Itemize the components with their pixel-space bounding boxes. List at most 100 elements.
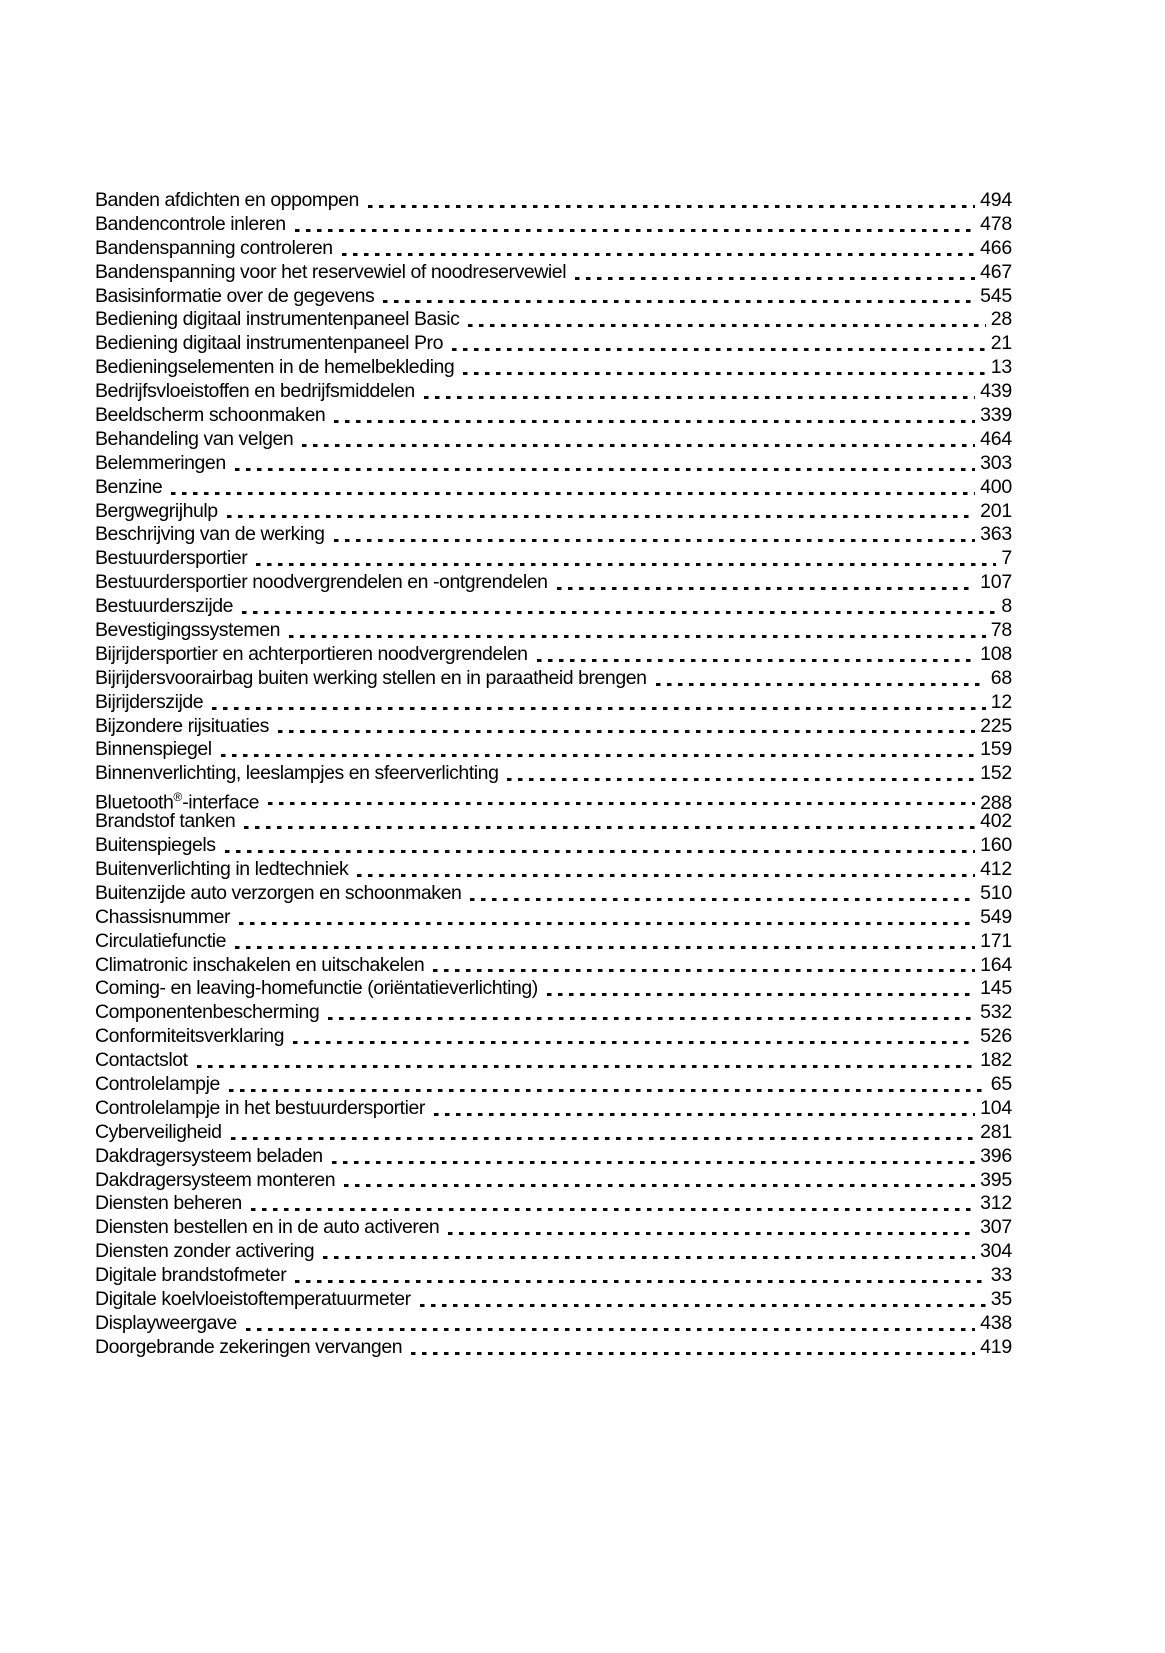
toc-row[interactable]: Contactslot 182 [95, 1049, 1012, 1073]
toc-row[interactable]: Bedrijfsvloeistoffen en bedrijfsmiddelen… [95, 380, 1012, 404]
toc-row[interactable]: Chassisnummer 549 [95, 906, 1012, 930]
toc-row[interactable]: Dakdragersysteem monteren 395 [95, 1169, 1012, 1193]
toc-row[interactable]: Buitenverlichting in ledtechniek 412 [95, 858, 1012, 882]
dot-leader [277, 730, 976, 734]
toc-entry-page-number: 68 [990, 666, 1012, 689]
toc-entry-page-number: 478 [980, 212, 1012, 235]
toc-row[interactable]: Bluetooth®-interface 288 [95, 786, 1012, 814]
dot-leader [333, 539, 976, 543]
toc-row[interactable]: Bijrijderszijde 12 [95, 691, 1012, 715]
toc-entry-label: Diensten zonder activering [95, 1240, 315, 1263]
dot-leader [323, 1256, 976, 1260]
dot-leader [463, 372, 986, 376]
dot-leader [226, 515, 976, 519]
toc-row[interactable]: Coming- en leaving-homefunctie (oriëntat… [95, 977, 1012, 1001]
toc-entry-label: Bestuurdersportier [95, 547, 248, 570]
toc-entry-page-number: 104 [980, 1096, 1012, 1119]
dot-leader [212, 706, 986, 710]
toc-row[interactable]: Bijzondere rijsituaties 225 [95, 715, 1012, 739]
toc-row[interactable]: Controlelampje in het bestuurdersportier… [95, 1097, 1012, 1121]
toc-entry-page-number: 107 [980, 571, 1012, 594]
toc-entry-page-number: 288 [980, 791, 1012, 814]
toc-row[interactable]: Binnenspiegel 159 [95, 738, 1012, 762]
dot-leader [268, 802, 976, 806]
toc-row[interactable]: Bandenspanning controleren 466 [95, 237, 1012, 261]
toc-entry-page-number: 171 [980, 929, 1012, 952]
toc-row[interactable]: Displayweergave 438 [95, 1312, 1012, 1336]
toc-entry-label: Controlelampje [95, 1072, 220, 1095]
toc-row[interactable]: Controlelampje 65 [95, 1073, 1012, 1097]
toc-row[interactable]: Digitale brandstofmeter 33 [95, 1264, 1012, 1288]
toc-row[interactable]: Binnenverlichting, leeslampjes en sfeerv… [95, 762, 1012, 786]
toc-row[interactable]: Bijrijdersportier en achterportieren noo… [95, 643, 1012, 667]
toc-entry-page-number: 8 [1001, 595, 1012, 618]
toc-entry-label: Chassisnummer [95, 905, 231, 928]
dot-leader [293, 1041, 976, 1045]
toc-row[interactable]: Brandstof tanken 402 [95, 810, 1012, 834]
toc-row[interactable]: Behandeling van velgen 464 [95, 428, 1012, 452]
toc-row[interactable]: Basisinformatie over de gegevens 545 [95, 285, 1012, 309]
toc-entry-page-number: 281 [980, 1120, 1012, 1143]
registered-trademark-symbol: ® [173, 790, 183, 805]
toc-entry-page-number: 35 [990, 1287, 1012, 1310]
toc-entry-page-number: 159 [980, 738, 1012, 761]
toc-entry-label: Climatronic inschakelen en uitschakelen [95, 953, 425, 976]
dot-leader [294, 228, 976, 232]
toc-row[interactable]: Climatronic inschakelen en uitschakelen 1… [95, 954, 1012, 978]
dot-leader [289, 634, 986, 638]
toc-row[interactable]: Bedieningselementen in de hemelbekleding… [95, 356, 1012, 380]
toc-row[interactable]: Beeldscherm schoonmaken 339 [95, 404, 1012, 428]
toc-row[interactable]: Buitenzijde auto verzorgen en schoonmake… [95, 882, 1012, 906]
toc-row[interactable]: Benzine 400 [95, 476, 1012, 500]
toc-entry-label: Brandstof tanken [95, 810, 236, 833]
toc-row[interactable]: Bediening digitaal instrumentenpaneel Pr… [95, 332, 1012, 356]
toc-row[interactable]: Bestuurdersportier noodvergrendelen en -… [95, 571, 1012, 595]
toc-row[interactable]: Diensten bestellen en in de auto activer… [95, 1216, 1012, 1240]
toc-entry-page-number: 13 [990, 356, 1012, 379]
toc-row[interactable]: Diensten beheren 312 [95, 1192, 1012, 1216]
toc-row[interactable]: Banden afdichten en oppompen 494 [95, 189, 1012, 213]
toc-row[interactable]: Beschrijving van de werking 363 [95, 523, 1012, 547]
toc-row[interactable]: Doorgebrande zekeringen vervangen 419 [95, 1336, 1012, 1360]
toc-entry-page-number: 307 [980, 1216, 1012, 1239]
toc-entry-label: Buitenspiegels [95, 834, 216, 857]
toc-row[interactable]: Bandenspanning voor het reservewiel of n… [95, 261, 1012, 285]
toc-entry-label: Diensten beheren [95, 1192, 242, 1215]
toc-row[interactable]: Bevestigingssystemen 78 [95, 619, 1012, 643]
dot-leader [536, 658, 976, 662]
toc-row[interactable]: Dakdragersysteem beladen 396 [95, 1145, 1012, 1169]
toc-row[interactable]: Bediening digitaal instrumentenpaneel Ba… [95, 308, 1012, 332]
toc-entry-label: Digitale koelvloeistoftemperatuurmeter [95, 1287, 411, 1310]
toc-row[interactable]: Cyberveiligheid 281 [95, 1121, 1012, 1145]
toc-entry-label: Dakdragersysteem monteren [95, 1168, 336, 1191]
toc-entry-page-number: 532 [980, 1001, 1012, 1024]
toc-row[interactable]: Bestuurderszijde 8 [95, 595, 1012, 619]
toc-row[interactable]: Digitale koelvloeistoftemperatuurmeter 35 [95, 1288, 1012, 1312]
toc-row[interactable]: Circulatiefunctie 171 [95, 930, 1012, 954]
dot-leader [331, 1160, 976, 1164]
dot-leader [411, 1351, 976, 1355]
toc-entry-page-number: 549 [980, 905, 1012, 928]
dot-leader [256, 563, 997, 567]
toc-entry-label: Binnenverlichting, leeslampjes en sfeerv… [95, 762, 499, 785]
toc-row[interactable]: Buitenspiegels 160 [95, 834, 1012, 858]
dot-leader [367, 204, 976, 208]
toc-entry-page-number: 12 [990, 690, 1012, 713]
toc-row[interactable]: Bestuurdersportier 7 [95, 547, 1012, 571]
toc-row[interactable]: Conformiteitsverklaring 526 [95, 1025, 1012, 1049]
toc-entry-label: Coming- en leaving-homefunctie (oriëntat… [95, 977, 538, 1000]
toc-row[interactable]: Diensten zonder activering 304 [95, 1240, 1012, 1264]
toc-entry-label: Diensten bestellen en in de auto activer… [95, 1216, 440, 1239]
toc-row[interactable]: Componentenbescherming 532 [95, 1001, 1012, 1025]
toc-entry-page-number: 182 [980, 1049, 1012, 1072]
dot-leader [448, 1232, 976, 1236]
dot-leader [344, 1184, 976, 1188]
toc-row[interactable]: Bergwegrijhulp 201 [95, 500, 1012, 524]
toc-entry-label: Binnenspiegel [95, 738, 212, 761]
toc-row[interactable]: Bijrijdersvoorairbag buiten werking stel… [95, 667, 1012, 691]
dot-leader [295, 1279, 986, 1283]
toc-entry-page-number: 108 [980, 642, 1012, 665]
toc-entry-page-number: 201 [980, 499, 1012, 522]
toc-row[interactable]: Bandencontrole inleren 478 [95, 213, 1012, 237]
toc-row[interactable]: Belemmeringen 303 [95, 452, 1012, 476]
